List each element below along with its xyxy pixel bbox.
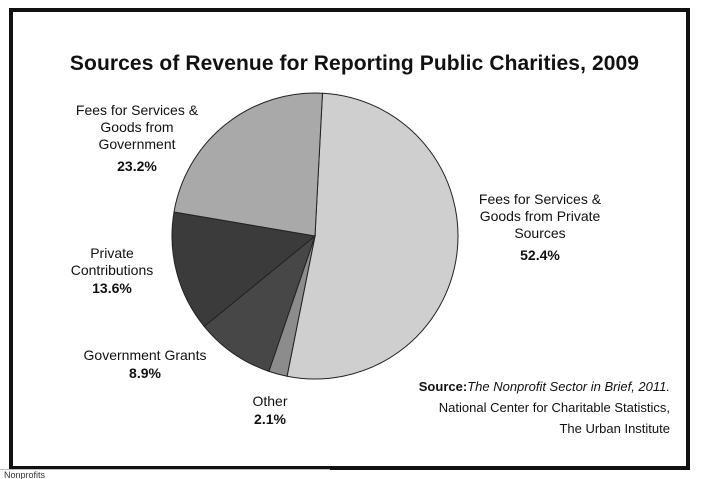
slice-label-text: Government Grants [83, 347, 207, 363]
source-line: The Urban Institute [559, 421, 670, 436]
slice-percent: 23.2% [117, 158, 157, 174]
slice-label-text: Other [252, 393, 288, 409]
slice-label-private-fees: Fees for Services & Goods from Private S… [455, 191, 625, 264]
slice-percent: 2.1% [254, 411, 286, 427]
footer-tab[interactable]: Nonprofits [0, 469, 330, 479]
slice-label-text: Government [98, 136, 176, 152]
slice-percent: 13.6% [92, 280, 132, 296]
slice-label-government-grants: Government Grants 8.9% [55, 347, 235, 382]
slice-label-text: Sources [514, 225, 566, 241]
slice-government-fees [173, 92, 324, 237]
slice-label-text: Fees for Services & [75, 102, 199, 118]
source-publication: The Nonprofit Sector in Brief, 2011. [467, 379, 670, 394]
slice-label-government-fees: Fees for Services & Goods from Governmen… [52, 102, 222, 175]
slice-private-fees [286, 92, 459, 380]
source-line: National Center for Charitable Statistic… [438, 400, 670, 415]
slice-label-text: Private [90, 245, 134, 261]
slice-label-text: Fees for Services & [478, 191, 602, 207]
slice-percent: 8.9% [129, 365, 161, 381]
source-label: Source [418, 379, 463, 394]
slice-label-text: Goods from Private [479, 208, 601, 224]
slice-label-private-contributions: Private Contributions 13.6% [52, 245, 172, 297]
slice-percent: 52.4% [520, 247, 560, 263]
chart-title: Sources of Revenue for Reporting Public … [69, 52, 640, 75]
slice-government-grants [203, 234, 317, 372]
slice-label-text: Goods from [100, 119, 174, 135]
source-note: Source:The Nonprofit Sector in Brief, 20… [360, 376, 670, 439]
slice-label-other: Other 2.1% [225, 393, 315, 428]
slice-label-text: Contributions [70, 262, 154, 278]
slice-private-contributions [171, 211, 317, 328]
